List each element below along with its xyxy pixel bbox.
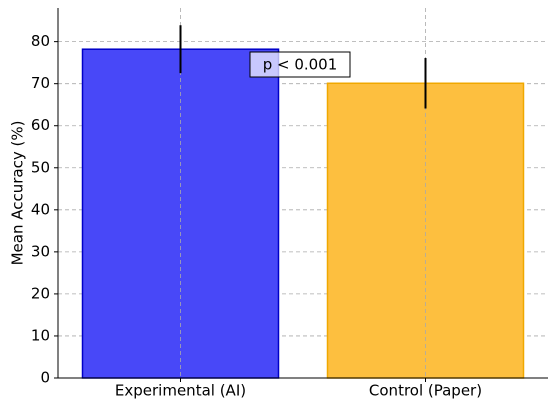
y-tick-label: 70	[31, 74, 50, 92]
x-tick-label: Experimental (AI)	[115, 382, 246, 400]
y-tick-label: 30	[31, 242, 50, 260]
y-tick-label: 0	[40, 369, 50, 387]
annotation-box	[249, 51, 351, 78]
y-tick-label: 60	[31, 116, 50, 134]
x-tick-label: Control (Paper)	[369, 382, 482, 400]
annotation: p < 0.001	[263, 56, 338, 74]
y-tick-label: 80	[31, 32, 50, 50]
y-axis-label: Mean Accuracy (%)	[9, 121, 27, 266]
y-tick-label: 40	[31, 200, 50, 218]
y-tick-label: 50	[31, 158, 50, 176]
y-tick-label: 20	[31, 284, 50, 302]
y-tick-label: 10	[31, 326, 50, 344]
